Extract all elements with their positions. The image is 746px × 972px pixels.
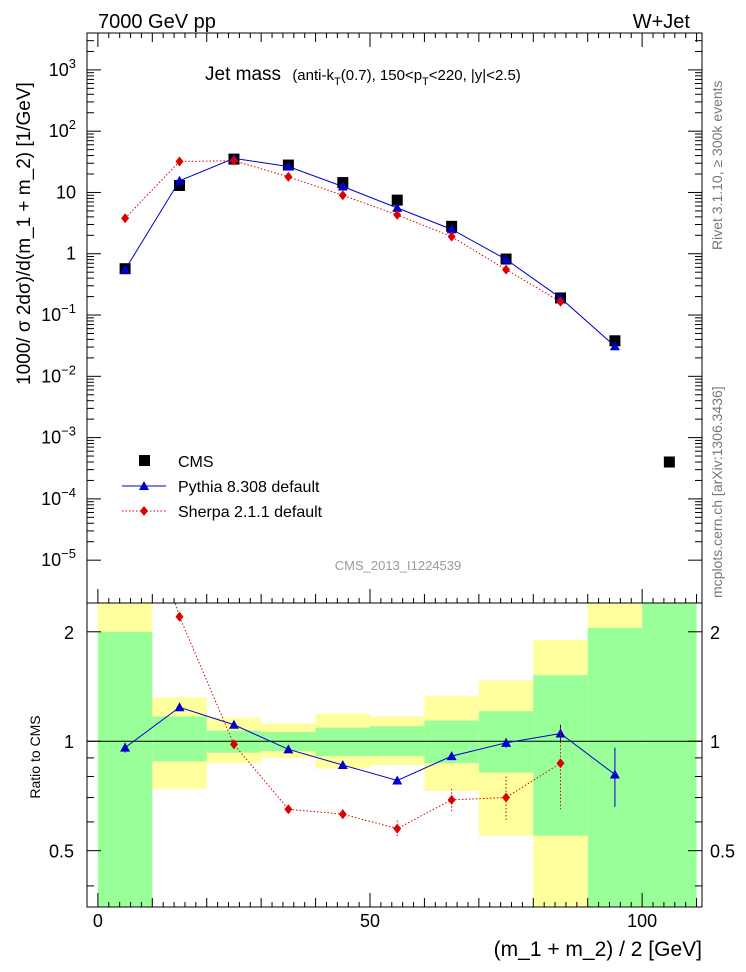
ratio-point-1-0 bbox=[121, 438, 129, 448]
legend-marker-pythia bbox=[139, 481, 149, 490]
ratio-point-1-1 bbox=[175, 611, 184, 622]
main-ytick-label-4: 10−1 bbox=[41, 301, 76, 325]
ratio-point-1-7 bbox=[502, 792, 511, 803]
main-point-1-7 bbox=[501, 254, 512, 264]
main-point-1-1 bbox=[174, 175, 185, 185]
ratio-ytick-label-left-0: 0.5 bbox=[49, 842, 74, 862]
ratio-point-0-2 bbox=[228, 719, 239, 729]
ratio-point-1-3 bbox=[284, 804, 293, 815]
main-ytick-label-6: 10−3 bbox=[41, 424, 76, 448]
ratio-point-1-8 bbox=[556, 758, 565, 769]
title-detail-a: (anti-k bbox=[292, 67, 334, 84]
green-band-0 bbox=[97, 631, 153, 907]
rivet-label: Rivet 3.1.10, ≥ 300k events bbox=[709, 80, 725, 250]
legend-marker-cms bbox=[139, 455, 150, 466]
main-point-1-5 bbox=[392, 202, 403, 212]
ratio-ytick-label-left-1: 1 bbox=[64, 732, 74, 752]
ratio-point-1-4 bbox=[338, 809, 347, 820]
main-point-0-5 bbox=[391, 194, 403, 206]
green-band-4 bbox=[315, 727, 371, 757]
ratio-series-1 bbox=[121, 438, 565, 838]
title-main: Jet mass bbox=[205, 64, 281, 85]
ratio-panel: 0 50 100 0.5 0.5 1 1 2 2 bbox=[49, 438, 735, 931]
main-series-line-1 bbox=[124, 157, 616, 347]
ratio-ytick-label-left-2: 2 bbox=[64, 623, 74, 643]
ratio-xtick-label-2: 100 bbox=[627, 911, 657, 931]
ratio-xtick-label-1: 50 bbox=[360, 911, 380, 931]
main-point-2-8 bbox=[556, 296, 565, 307]
ratio-point-0-8 bbox=[555, 728, 566, 738]
legend-label-pythia: Pythia 8.308 default bbox=[178, 479, 320, 496]
ratio-ylabel: Ratio to CMS bbox=[27, 715, 43, 798]
main-ytick-label-5: 10−2 bbox=[41, 362, 76, 386]
main-point-2-6 bbox=[447, 231, 456, 242]
title-detail-b: (0.7), 150<p bbox=[341, 67, 422, 84]
title-sub-2: T bbox=[422, 76, 429, 88]
ratio-xtick-label-0: 0 bbox=[93, 911, 103, 931]
header-right-label: W+Jet bbox=[633, 11, 691, 33]
ratio-ytick-label-right-1: 1 bbox=[710, 732, 720, 752]
title-detail-c: <220, |y|<2.5) bbox=[429, 67, 521, 84]
ratio-point-1-6 bbox=[447, 794, 456, 805]
main-ytick-label-0: 103 bbox=[49, 56, 76, 80]
ratio-point-0-4 bbox=[337, 760, 348, 770]
header-left-label: 7000 GeV pp bbox=[98, 11, 216, 33]
ratio-point-0-1 bbox=[174, 702, 185, 712]
ratio-point-0-0 bbox=[120, 742, 131, 752]
main-point-1-3 bbox=[283, 161, 294, 171]
ratio-point-0-3 bbox=[283, 744, 294, 754]
ratio-xlabel: (m_1 + m_2) / 2 [GeV] bbox=[494, 938, 702, 961]
main-title: Jet mass (anti-kT(0.7), 150<pT<220, |y|<… bbox=[205, 64, 521, 88]
main-point-1-9 bbox=[609, 341, 620, 351]
main-point-2-1 bbox=[175, 156, 184, 167]
legend-label-sherpa: Sherpa 2.1.1 default bbox=[178, 504, 323, 521]
main-point-2-4 bbox=[338, 190, 347, 201]
main-point-1-4 bbox=[337, 181, 348, 191]
ratio-point-1-5 bbox=[393, 823, 402, 834]
arxiv-label: mcplots.cern.ch [arXiv:1306.3436] bbox=[709, 386, 725, 598]
ratio-series-0 bbox=[120, 702, 620, 807]
ratio-point-0-6 bbox=[446, 751, 457, 761]
watermark-label: CMS_2013_I1224539 bbox=[335, 558, 462, 573]
legend-marker-sherpa bbox=[140, 506, 148, 516]
title-sub-1: T bbox=[334, 76, 341, 88]
main-point-1-0 bbox=[120, 264, 131, 274]
main-point-2-2 bbox=[229, 155, 238, 166]
green-band-10 bbox=[642, 603, 697, 907]
main-point-0-9 bbox=[609, 335, 621, 347]
main-ytick-label-1: 102 bbox=[49, 117, 76, 141]
ratio-point-0-5 bbox=[392, 775, 403, 785]
main-point-2-0 bbox=[121, 213, 130, 224]
legend-label-cms: CMS bbox=[178, 454, 214, 471]
ratio-point-0-9 bbox=[609, 769, 620, 779]
main-ylabel: 1000/ σ 2dσ)/d(m_1 + m_2) [1/GeV] bbox=[14, 82, 35, 385]
green-band-1 bbox=[152, 716, 207, 762]
main-point-2-7 bbox=[502, 264, 511, 275]
ratio-ytick-label-right-2: 2 bbox=[710, 623, 720, 643]
legend: CMS Pythia 8.308 default Sherpa 2.1.1 de… bbox=[122, 454, 323, 521]
main-point-2-5 bbox=[393, 209, 402, 220]
ratio-frame bbox=[86, 602, 703, 908]
green-band-8 bbox=[533, 675, 588, 836]
main-ytick-label-2: 10 bbox=[56, 182, 76, 202]
ratio-ytick-label-right-0: 0.5 bbox=[710, 842, 735, 862]
ratio-series-line-0 bbox=[124, 706, 616, 781]
ratio-point-1-2 bbox=[229, 739, 238, 750]
main-ytick-label-8: 10−5 bbox=[41, 546, 76, 570]
main-series-line-2 bbox=[124, 160, 561, 303]
main-ytick-label-7: 10−4 bbox=[41, 485, 76, 509]
main-point-1-6 bbox=[446, 224, 457, 234]
ratio-point-0-7 bbox=[501, 737, 512, 747]
main-ytick-label-3: 1 bbox=[66, 244, 76, 264]
main-point-0-1 bbox=[174, 179, 186, 191]
main-point-2-3 bbox=[284, 171, 293, 182]
main-point-0-10 bbox=[663, 456, 675, 468]
